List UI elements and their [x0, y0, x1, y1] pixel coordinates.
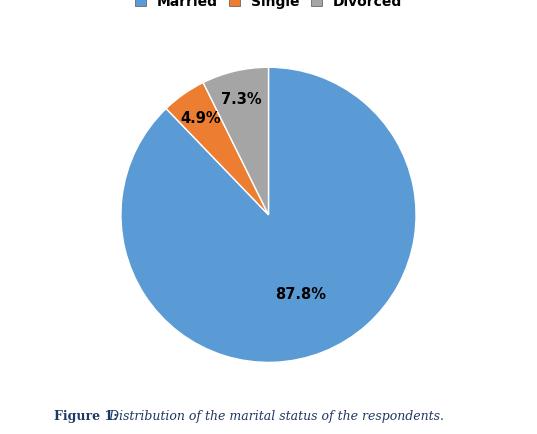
Wedge shape — [166, 82, 268, 215]
Wedge shape — [121, 67, 416, 362]
Text: 7.3%: 7.3% — [221, 92, 262, 107]
Text: Distribution of the marital status of the respondents.: Distribution of the marital status of th… — [105, 410, 444, 423]
Text: Figure 1:: Figure 1: — [54, 410, 118, 423]
Legend: Married, Single, Divorced: Married, Single, Divorced — [129, 0, 408, 14]
Text: 87.8%: 87.8% — [275, 287, 326, 302]
Text: 4.9%: 4.9% — [180, 111, 221, 126]
Wedge shape — [203, 67, 268, 215]
